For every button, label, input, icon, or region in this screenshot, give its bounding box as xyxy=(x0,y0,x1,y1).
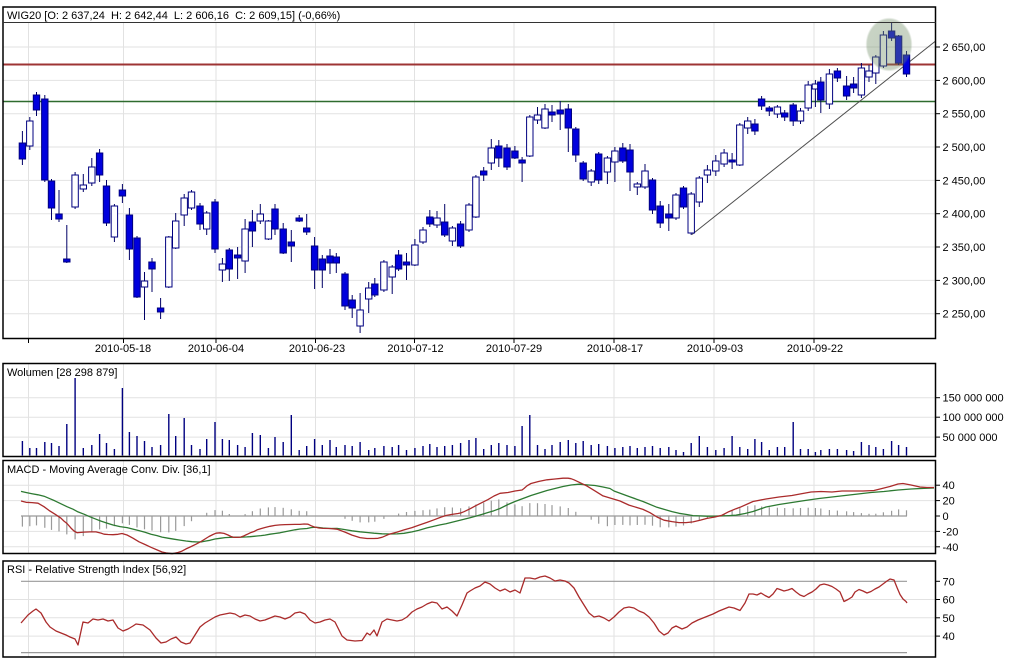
svg-text:2 450,00: 2 450,00 xyxy=(943,175,986,187)
svg-text:2010-07-29: 2010-07-29 xyxy=(486,343,542,355)
svg-text:2 500,00: 2 500,00 xyxy=(943,142,986,154)
svg-text:2 650,00: 2 650,00 xyxy=(943,42,986,54)
svg-text:70: 70 xyxy=(943,576,955,588)
svg-text:2010-09-03: 2010-09-03 xyxy=(687,343,743,355)
svg-text:MACD - Moving Average Conv. Di: MACD - Moving Average Conv. Div. [36,1] xyxy=(7,464,211,476)
svg-text:2 300,00: 2 300,00 xyxy=(943,275,986,287)
svg-text:2010-05-18: 2010-05-18 xyxy=(95,343,151,355)
svg-text:20: 20 xyxy=(943,496,955,508)
svg-text:2010-07-12: 2010-07-12 xyxy=(387,343,443,355)
svg-text:40: 40 xyxy=(943,631,955,643)
svg-text:2010-08-17: 2010-08-17 xyxy=(587,343,643,355)
svg-text:2 400,00: 2 400,00 xyxy=(943,209,986,221)
svg-text:WIG20 [O: 2 637,24 H: 2 642,4: WIG20 [O: 2 637,24 H: 2 642,44 L: 2 606,… xyxy=(7,10,340,22)
svg-text:2 550,00: 2 550,00 xyxy=(943,109,986,121)
svg-text:2 350,00: 2 350,00 xyxy=(943,242,986,254)
svg-text:2 250,00: 2 250,00 xyxy=(943,309,986,321)
svg-text:40: 40 xyxy=(943,480,955,492)
svg-text:Wolumen [28 298 879]: Wolumen [28 298 879] xyxy=(7,367,117,379)
svg-text:100 000 000: 100 000 000 xyxy=(943,412,1004,424)
svg-text:RSI - Relative Strength Index: RSI - Relative Strength Index [56,92] xyxy=(7,564,186,576)
svg-text:50: 50 xyxy=(943,613,955,625)
svg-text:-20: -20 xyxy=(943,526,959,538)
svg-text:60: 60 xyxy=(943,595,955,607)
svg-text:2 600,00: 2 600,00 xyxy=(943,75,986,87)
svg-text:0: 0 xyxy=(943,511,949,523)
svg-text:-40: -40 xyxy=(943,542,959,554)
svg-text:2010-06-04: 2010-06-04 xyxy=(188,343,244,355)
svg-text:150 000 000: 150 000 000 xyxy=(943,393,1004,405)
svg-text:2010-06-23: 2010-06-23 xyxy=(289,343,345,355)
svg-text:2010-09-22: 2010-09-22 xyxy=(787,343,843,355)
svg-text:50 000 000: 50 000 000 xyxy=(943,432,998,444)
